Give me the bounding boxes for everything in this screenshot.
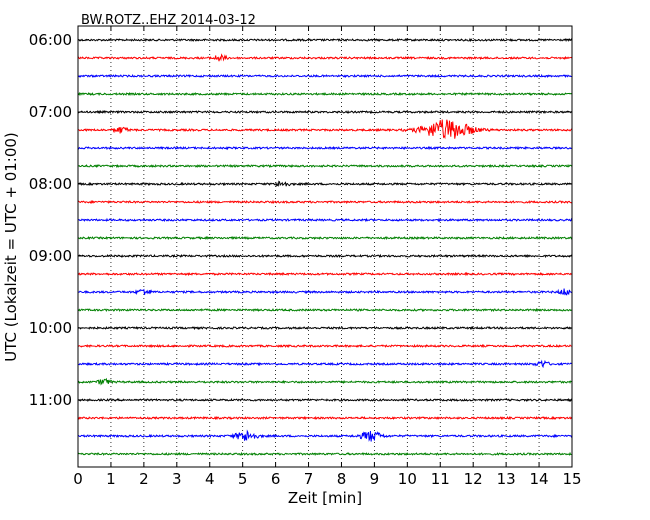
x-tick-label: 7 [304,470,314,488]
grid-lines [110,26,540,467]
x-tick-label: 9 [370,470,380,488]
y-tick-label: 07:00 [29,103,72,121]
seismic-trace [77,359,573,369]
seismic-trace [77,217,573,223]
x-tick-label: 13 [497,470,516,488]
seismic-trace [77,343,573,349]
seismic-trace [77,325,573,331]
seismic-trace [77,73,573,79]
x-tick-labels: 0 1 2 3 4 5 6 7 8 9 10 11 12 13 14 15 [73,470,581,488]
seismic-trace [77,271,573,277]
seismic-trace [77,429,573,442]
x-tick-label: 3 [172,470,182,488]
x-tick-label: 0 [73,470,83,488]
x-tick-label: 1 [106,470,116,488]
seismic-trace [77,451,573,457]
y-tick-label: 10:00 [29,319,72,337]
x-tick-label: 4 [205,470,215,488]
plot-frame [77,25,573,468]
seismic-trace [77,119,573,140]
seismic-trace [77,180,573,188]
seismic-trace [77,377,573,386]
y-tick-label: 09:00 [29,247,72,265]
y-tick-label: 08:00 [29,175,72,193]
x-tick-label: 14 [530,470,549,488]
y-tick-labels: 06:00 07:00 08:00 09:00 10:00 11:00 [29,31,72,409]
x-tick-label: 8 [337,470,347,488]
seismic-trace [77,307,573,313]
x-tick-label: 6 [271,470,281,488]
x-tick-label: 15 [562,470,581,488]
seismic-trace [77,415,573,421]
seismic-trace [77,145,573,151]
seismic-traces [77,37,573,457]
seismic-trace [77,199,573,205]
y-axis-title: UTC (Lokalzeit = UTC + 01:00) [2,132,20,362]
x-tick-label: 10 [398,470,417,488]
seismic-trace [77,109,573,115]
seismic-trace [77,163,573,169]
x-axis-title: Zeit [min] [288,489,362,507]
seismic-trace [77,91,573,97]
seismic-trace [77,235,573,241]
seismic-trace [77,288,573,296]
y-tick-label: 11:00 [29,391,72,409]
axis-ticks [77,26,573,467]
seismic-trace [77,397,573,402]
x-tick-label: 12 [464,470,483,488]
seismic-trace [77,53,573,62]
x-tick-label: 11 [431,470,450,488]
seismic-trace [77,37,573,43]
x-tick-label: 5 [238,470,248,488]
x-tick-label: 2 [139,470,149,488]
seismic-trace [77,253,573,259]
chart-title: BW.ROTZ..EHZ 2014-03-12 [81,13,256,28]
y-tick-label: 06:00 [29,31,72,49]
